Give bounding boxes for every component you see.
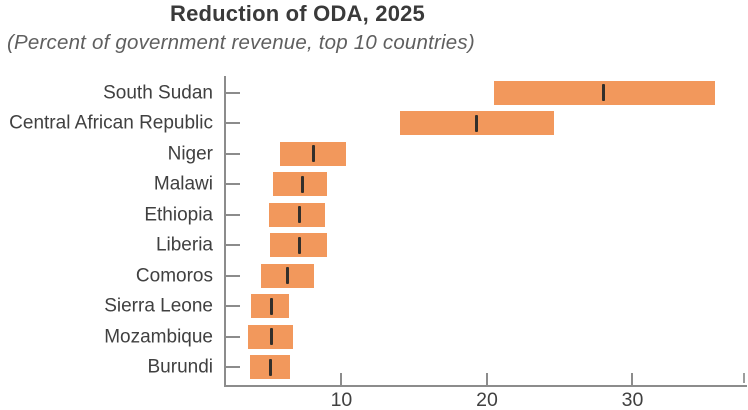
median-marker xyxy=(297,206,301,224)
x-axis-line xyxy=(224,385,747,387)
x-axis-end-tick xyxy=(743,373,745,383)
range-bar xyxy=(273,172,327,197)
median-marker xyxy=(297,236,301,254)
category-axis-tick xyxy=(226,152,240,155)
x-tick-label: 30 xyxy=(621,389,644,410)
median-marker xyxy=(268,358,272,376)
median-marker xyxy=(475,114,479,132)
median-marker xyxy=(270,297,274,315)
category-axis-tick xyxy=(226,213,240,216)
y-axis-line xyxy=(224,76,226,386)
category-axis-tick xyxy=(226,91,240,94)
median-marker xyxy=(270,328,274,346)
x-tick-label: 10 xyxy=(330,389,353,410)
category-axis-tick xyxy=(226,244,240,247)
x-axis-tick xyxy=(485,373,488,385)
category-label: Niger xyxy=(167,143,213,165)
median-marker xyxy=(312,145,316,163)
category-label: Burundi xyxy=(147,356,214,378)
category-axis-tick xyxy=(226,335,240,338)
category-label: Liberia xyxy=(155,234,213,256)
category-label: South Sudan xyxy=(103,82,213,103)
median-marker xyxy=(286,267,290,285)
category-axis-tick xyxy=(226,305,240,308)
category-label: Malawi xyxy=(153,173,213,195)
median-marker xyxy=(300,175,304,193)
chart-title: Reduction of ODA, 2025 xyxy=(170,1,425,26)
category-axis-tick xyxy=(226,122,240,125)
chart-subtitle: (Percent of government revenue, top 10 c… xyxy=(7,31,475,54)
category-label: Central African Republic xyxy=(9,112,213,134)
category-axis-tick xyxy=(226,183,240,186)
category-axis-tick xyxy=(226,274,240,277)
range-bar xyxy=(268,202,326,227)
category-axis-tick xyxy=(226,366,240,369)
category-label: Mozambique xyxy=(104,326,213,348)
category-label: Sierra Leone xyxy=(104,295,213,317)
category-label: Comoros xyxy=(135,265,213,287)
median-marker xyxy=(601,84,605,101)
x-axis-tick xyxy=(340,373,343,385)
x-axis-tick xyxy=(631,373,634,385)
x-tick-label: 20 xyxy=(476,389,498,410)
category-label: Ethiopia xyxy=(144,204,213,226)
